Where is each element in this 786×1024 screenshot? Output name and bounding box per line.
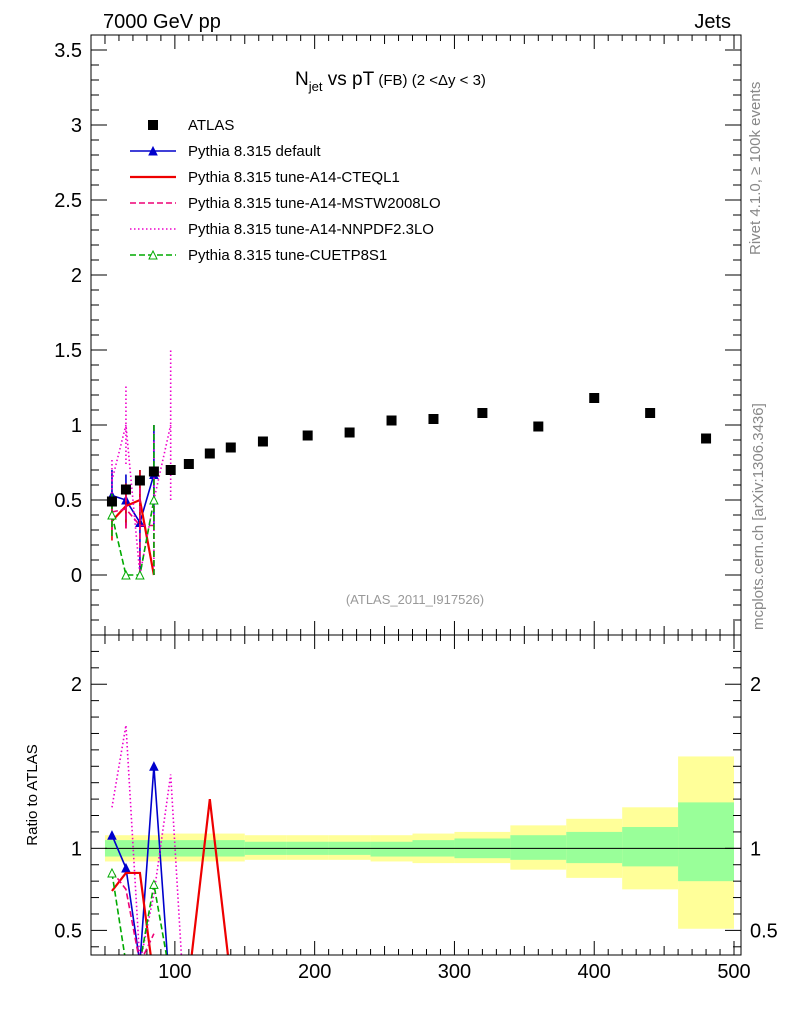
title-condition: (2 <Δy < 3)	[412, 72, 486, 89]
mc-marker	[149, 494, 159, 505]
ratio-line	[111, 872, 168, 955]
legend-entry: Pythia 8.315 tune-A14-CTEQL1	[130, 169, 400, 186]
x-tick-label: 300	[438, 961, 471, 983]
atlas-data-point	[701, 433, 712, 444]
legend-entry: Pythia 8.315 tune-A14-NNPDF2.3LO	[130, 221, 434, 238]
main-series	[106, 350, 712, 580]
ratio-ylabel: Ratio to ATLAS	[24, 744, 41, 845]
atlas-data-point	[302, 430, 313, 441]
legend: ATLAS Pythia 8.315 default Pythia 8.315 tu…	[130, 117, 441, 264]
uncertainty-band-green	[622, 827, 679, 867]
legend-entry: Pythia 8.315 tune-CUETP8S1	[130, 247, 387, 264]
atlas-data-point	[134, 475, 145, 486]
ratio-line	[111, 766, 169, 955]
title-rest: vs pT	[322, 69, 374, 90]
main-y-tick-label: 3.5	[54, 40, 82, 62]
ratio-marker	[149, 879, 159, 889]
ratio-marker	[121, 862, 131, 873]
uncertainty-band-green	[566, 831, 623, 864]
chart-title: Njet vs pT (FB) (2 <Δy < 3)	[295, 69, 486, 94]
mcplots-credit: mcplots.cern.ch [arXiv:1306.3436]	[750, 403, 767, 630]
observable-label: Jets	[694, 11, 731, 33]
ratio-marker	[107, 867, 117, 878]
uncertainty-band-green	[370, 841, 413, 857]
legend-label: Pythia 8.315 tune-A14-MSTW2008LO	[188, 195, 441, 212]
legend-label: Pythia 8.315 tune-CUETP8S1	[188, 247, 387, 264]
mc-marker	[135, 569, 145, 580]
title-subscript: jet	[308, 79, 323, 94]
main-y-tick-label: 2	[71, 265, 82, 287]
ratio-bands	[104, 756, 735, 929]
main-y-tick-label: 0.5	[54, 490, 82, 512]
atlas-data-point	[257, 436, 268, 447]
atlas-data-point	[106, 496, 117, 507]
ratio-line	[111, 798, 230, 955]
atlas-data-point	[148, 466, 159, 477]
title-main: N	[295, 69, 309, 90]
atlas-data-point	[183, 459, 194, 469]
ratio-marker	[149, 761, 159, 771]
main-y-tick-label: 0	[71, 565, 82, 587]
ratio-y-tick-label-right: 2	[750, 674, 761, 696]
main-y-tick-label: 1	[71, 415, 82, 437]
ratio-marker	[107, 830, 117, 840]
ratio-y-tick-label: 0.5	[54, 920, 82, 942]
ratio-y-tick-label-right: 1	[750, 838, 761, 860]
rivet-version: Rivet 4.1.0, ≥ 100k events	[747, 82, 764, 255]
mc-marker	[121, 569, 131, 580]
atlas-data-point	[225, 442, 236, 453]
ratio-y-tick-label: 2	[71, 674, 82, 696]
uncertainty-band-green	[510, 835, 567, 860]
atlas-data-point	[386, 415, 397, 426]
uncertainty-band-green	[678, 802, 735, 882]
ratio-y-tick-label-right: 0.5	[750, 920, 778, 942]
legend-entry: Pythia 8.315 default	[130, 143, 321, 160]
main-y-tick-label: 2.5	[54, 190, 82, 212]
legend-marker-square	[148, 120, 158, 130]
mc-line	[111, 499, 155, 576]
x-tick-label: 400	[578, 961, 611, 983]
atlas-data-point	[645, 408, 656, 418]
atlas-data-point	[589, 393, 600, 403]
main-y-tick-label: 3	[71, 115, 82, 137]
atlas-data-point	[477, 408, 488, 418]
atlas-data-point	[344, 427, 355, 438]
legend-label: Pythia 8.315 tune-A14-CTEQL1	[188, 169, 400, 186]
legend-entry: ATLAS	[148, 117, 234, 134]
title-small: (FB)	[374, 72, 412, 89]
legend-label: ATLAS	[188, 117, 234, 134]
atlas-data-point	[533, 421, 544, 432]
ratio-line	[111, 870, 155, 955]
atlas-data-point	[428, 414, 439, 424]
atlas-data-point	[204, 448, 215, 459]
x-tick-label: 100	[158, 961, 191, 983]
x-tick-label: 500	[717, 961, 750, 983]
ratio-frame	[90, 634, 742, 956]
legend-label: Pythia 8.315 default	[188, 143, 321, 160]
ratio-y-tick-label: 1	[71, 838, 82, 860]
x-tick-label: 200	[298, 961, 331, 983]
legend-entry: Pythia 8.315 tune-A14-MSTW2008LO	[130, 195, 441, 212]
legend-label: Pythia 8.315 tune-A14-NNPDF2.3LO	[188, 221, 434, 238]
main-y-tick-label: 1.5	[54, 340, 82, 362]
atlas-data-point	[165, 465, 176, 475]
legend-marker-triangle	[148, 249, 158, 260]
ratio-series	[107, 725, 230, 955]
legend-marker-triangle	[148, 145, 158, 156]
ratio-line	[111, 725, 183, 955]
energy-label: 7000 GeV pp	[103, 11, 221, 33]
mc-marker	[107, 509, 117, 520]
analysis-id: (ATLAS_2011_I917526)	[346, 592, 484, 607]
mc-line	[111, 474, 155, 525]
main-panel: 0 0.5 1 1.5 2 2.5 3 3.5	[54, 34, 741, 636]
atlas-data-point	[120, 484, 131, 495]
